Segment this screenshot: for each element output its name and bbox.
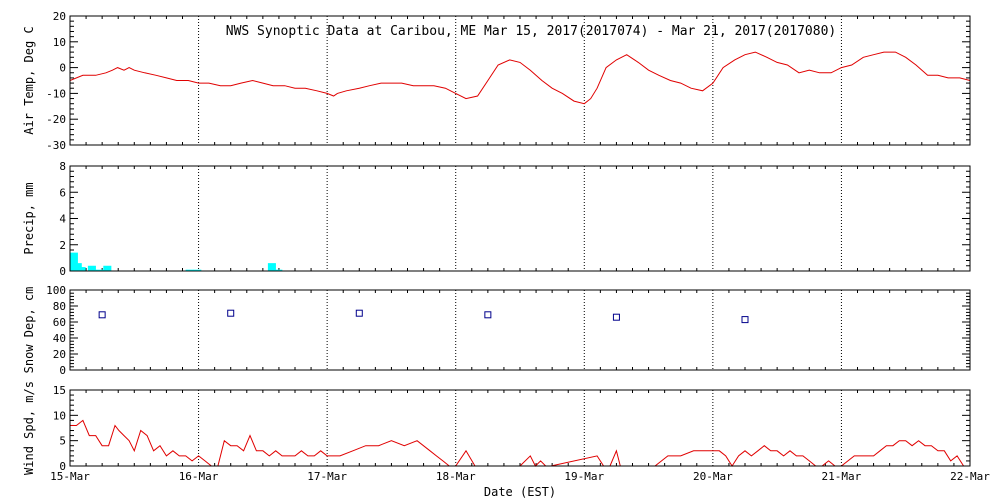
precip-bar xyxy=(193,269,202,272)
y-tick-label: 80 xyxy=(53,300,66,313)
y-tick-label: 0 xyxy=(59,265,66,278)
y-tick-label: 60 xyxy=(53,316,66,329)
precip-bar xyxy=(77,267,86,271)
precip-bar xyxy=(274,269,283,272)
y-tick-label: 10 xyxy=(53,409,66,422)
snow-depth-point xyxy=(98,311,106,319)
y-tick-label: 8 xyxy=(59,160,66,173)
y-tick-label: 0 xyxy=(59,460,66,473)
panel-frame xyxy=(69,289,971,371)
y-tick-label: 10 xyxy=(53,36,66,49)
y-tick-label: -10 xyxy=(46,87,66,100)
panel-frame xyxy=(69,15,971,146)
x-tick-label: 21-Mar xyxy=(822,470,862,483)
y-tick-label: 40 xyxy=(53,332,66,345)
panel-frame xyxy=(69,165,971,272)
y-tick-label: 5 xyxy=(59,435,66,448)
x-tick-label: 19-Mar xyxy=(564,470,604,483)
y-axis-label: Air Temp, Deg C xyxy=(22,26,36,134)
precip-bar xyxy=(267,263,276,271)
x-tick-label: 16-Mar xyxy=(179,470,219,483)
snow-depth-point xyxy=(612,313,620,321)
wind-speed-line xyxy=(70,419,970,467)
x-tick-label: 17-Mar xyxy=(307,470,347,483)
y-tick-label: -30 xyxy=(46,139,66,152)
snow-depth-point xyxy=(227,309,235,317)
y-tick-label: 2 xyxy=(59,239,66,252)
chart-title: NWS Synoptic Data at Caribou, ME Mar 15,… xyxy=(226,24,836,39)
panel-frame xyxy=(69,389,971,467)
x-axis-label: Date (EST) xyxy=(484,485,556,499)
precip-bar xyxy=(95,269,104,272)
x-tick-label: 22-Mar xyxy=(950,470,990,483)
y-tick-label: 6 xyxy=(59,186,66,199)
y-axis-label: Wind Spd, m/s xyxy=(22,381,36,475)
precip-bar xyxy=(87,265,96,271)
y-axis-label: Snow Dep, cm xyxy=(22,287,36,374)
x-tick-label: 18-Mar xyxy=(436,470,476,483)
y-tick-label: 0 xyxy=(59,62,66,75)
y-tick-label: 20 xyxy=(53,10,66,23)
precip-bar xyxy=(185,269,194,272)
y-tick-label: 20 xyxy=(53,348,66,361)
x-tick-label: 15-Mar xyxy=(50,470,90,483)
y-axis-label: Precip, mm xyxy=(22,182,36,254)
precip-bar xyxy=(69,252,78,271)
y-tick-label: -20 xyxy=(46,113,66,126)
snow-depth-point xyxy=(484,311,492,319)
air-temp-line xyxy=(69,51,971,105)
y-tick-label: 100 xyxy=(46,284,66,297)
y-tick-label: 15 xyxy=(53,384,66,397)
snow-depth-point xyxy=(355,309,363,317)
y-tick-label: 0 xyxy=(59,364,66,377)
x-tick-label: 20-Mar xyxy=(693,470,733,483)
snow-depth-point xyxy=(741,316,749,324)
y-tick-label: 4 xyxy=(59,213,66,226)
precip-bar xyxy=(103,265,112,271)
